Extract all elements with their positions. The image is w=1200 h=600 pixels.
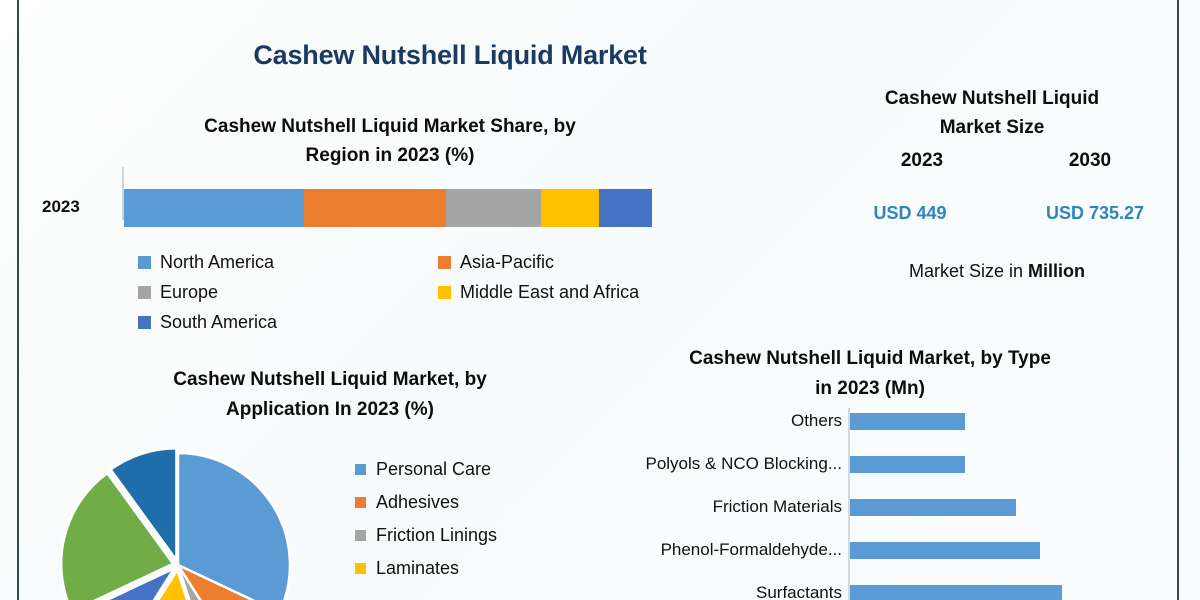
type-chart-bar	[850, 413, 965, 430]
type-chart-title-line1: Cashew Nutshell Liquid Market, by Type	[689, 348, 1051, 369]
region-segment-middle-east-and-africa	[541, 189, 600, 227]
type-chart-label: Polyols & NCO Blocking...	[645, 454, 842, 473]
application-title-line1: Cashew Nutshell Liquid Market, by	[173, 369, 487, 390]
application-pie-svg	[59, 446, 292, 600]
legend-swatch-icon	[355, 563, 366, 574]
region-share-axis	[122, 167, 124, 220]
region-segment-europe	[446, 189, 542, 227]
region-legend-label: South America	[160, 312, 278, 332]
application-legend-label: Adhesives	[376, 492, 460, 512]
pie-slice-4	[103, 565, 178, 600]
application-legend-item-adhesives: Adhesives	[355, 492, 585, 513]
region-legend: North America Asia-Pacific Europe Middle Ea…	[138, 252, 698, 333]
application-legend-label: Laminates	[376, 558, 460, 578]
type-chart-label: Others	[790, 411, 842, 430]
page-title: Cashew Nutshell Liquid Market	[253, 40, 647, 70]
pie-slice-1	[174, 562, 256, 600]
legend-swatch-icon	[138, 316, 151, 329]
application-legend-label: Personal Care	[376, 459, 492, 479]
pie-slice-6	[108, 446, 178, 565]
region-share-title: Cashew Nutshell Liquid Market Share, by …	[110, 112, 670, 170]
application-title: Cashew Nutshell Liquid Market, by Applic…	[50, 365, 610, 425]
market-size-title-line2: Market Size	[939, 117, 1045, 138]
type-chart-title-line2: in 2023 (Mn)	[815, 378, 925, 399]
legend-swatch-icon	[138, 256, 151, 269]
legend-swatch-icon	[438, 286, 451, 299]
region-segment-south-america	[599, 189, 652, 227]
application-pie-chart	[43, 443, 313, 600]
application-title-line2: Application In 2023 (%)	[226, 399, 434, 420]
legend-swatch-icon	[355, 530, 366, 541]
market-size-year-end: 2030	[1068, 150, 1112, 171]
region-share-title-line1: Cashew Nutshell Liquid Market Share, by	[204, 116, 576, 137]
frame-border-left	[17, 0, 19, 600]
region-legend-item-middle-east-and-africa: Middle East and Africa	[438, 282, 698, 303]
type-chart-bar	[850, 542, 1040, 559]
legend-swatch-icon	[138, 286, 151, 299]
pie-slice-0	[176, 451, 292, 600]
type-chart-label: Friction Materials	[712, 497, 842, 516]
type-chart-title: Cashew Nutshell Liquid Market, by Type i…	[600, 344, 1140, 404]
region-legend-label: Asia-Pacific	[460, 252, 555, 272]
region-legend-item-europe: Europe	[138, 282, 438, 303]
type-chart-plot: Others Polyols & NCO Blocking... Friction …	[600, 408, 1160, 600]
region-share-title-line2: Region in 2023 (%)	[305, 145, 475, 166]
region-segment-north-america	[124, 189, 304, 227]
market-size-title-line1: Cashew Nutshell Liquid	[884, 88, 1100, 109]
frame-border-right	[1177, 0, 1179, 600]
market-size-year-start: 2023	[900, 150, 944, 171]
region-legend-label: North America	[160, 252, 275, 272]
market-size-title: Cashew Nutshell Liquid Market Size	[842, 84, 1142, 142]
market-size-value-start: USD 449	[873, 203, 947, 223]
region-legend-label: Europe	[160, 282, 219, 302]
region-legend-label: Middle East and Africa	[460, 282, 640, 302]
application-legend-label: Friction Linings	[376, 525, 498, 545]
legend-swatch-icon	[355, 464, 366, 475]
pie-slice-2	[176, 564, 202, 600]
application-legend-item-friction-linings: Friction Linings	[355, 525, 585, 546]
pie-slice-5	[59, 471, 176, 600]
application-legend-item-personal-care: Personal Care	[355, 459, 585, 480]
application-legend: Personal Care Adhesives Friction Linings La…	[355, 459, 585, 591]
type-chart-label: Surfactants	[756, 583, 842, 600]
region-segment-asia-pacific	[303, 189, 447, 227]
legend-swatch-icon	[355, 497, 366, 508]
type-chart-row-polyols-nco-blocking: Polyols & NCO Blocking...	[600, 451, 1160, 489]
type-chart-bar	[850, 585, 1062, 600]
type-chart-row-phenol-formaldehyde: Phenol-Formaldehyde...	[600, 537, 1160, 575]
market-size-footer-prefix: Market Size in	[908, 261, 1029, 281]
type-chart-bar	[850, 499, 1016, 516]
region-share-stacked-bar	[124, 189, 652, 227]
type-chart-row-friction-materials: Friction Materials	[600, 494, 1160, 532]
type-chart-row-surfactants: Surfactants	[600, 580, 1160, 600]
region-legend-item-north-america: North America	[138, 252, 438, 273]
type-chart-label: Phenol-Formaldehyde...	[660, 540, 842, 559]
market-size-footer-unit: Million	[1028, 261, 1086, 281]
region-share-category-label: 2023	[42, 197, 80, 216]
region-legend-item-asia-pacific: Asia-Pacific	[438, 252, 698, 273]
legend-swatch-icon	[438, 256, 451, 269]
pie-slice-3	[156, 567, 189, 600]
region-legend-item-south-america: South America	[138, 312, 438, 333]
application-legend-item-laminates: Laminates	[355, 558, 585, 579]
market-size-footer: Market Size in Million	[852, 261, 1142, 282]
type-chart-axis	[848, 408, 850, 600]
type-chart-bar	[850, 456, 965, 473]
market-size-value-end: USD 735.27	[1045, 203, 1145, 223]
type-chart-row-others: Others	[600, 408, 1160, 446]
